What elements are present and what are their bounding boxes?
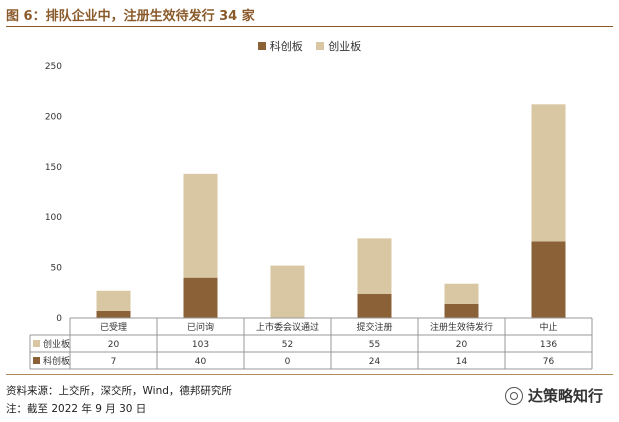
bar-kechuang-3: [357, 293, 392, 318]
watermark-text: 达策略知行: [527, 387, 603, 405]
bar-chuangye-5: [531, 104, 566, 242]
table-cell-value: 20: [456, 340, 468, 350]
table-cell-value: 136: [540, 340, 557, 350]
y-tick-label: 0: [56, 314, 62, 324]
table-cell-value: 55: [369, 340, 380, 350]
bar-chuangye-2: [270, 265, 305, 318]
note-text: 注：截至 2022 年 9 月 30 日: [6, 403, 147, 415]
watermark: 达策略知行: [504, 385, 603, 406]
category-label: 上市委会议通过: [256, 321, 319, 333]
bar-kechuang-1: [183, 277, 218, 318]
bar-chuangye-3: [357, 238, 392, 294]
bar-chuangye-0: [96, 290, 131, 311]
category-label: 提交注册: [356, 321, 392, 333]
footer-divider: [6, 374, 613, 375]
y-tick-label: 200: [45, 112, 62, 122]
table-cell-value: 0: [285, 357, 291, 367]
table-row-swatch: [33, 340, 40, 347]
category-label: 已受理: [100, 321, 127, 333]
table-cell-value: 40: [195, 357, 207, 367]
bar-kechuang-5: [531, 241, 566, 318]
category-label: 已问询: [187, 321, 214, 333]
wechat-icon: [504, 386, 523, 405]
chart-title: 图 6：排队企业中，注册生效待发行 34 家: [6, 9, 255, 24]
legend-item-chuangye: 创业板: [316, 38, 361, 54]
legend-swatch-chuangye: [316, 42, 325, 50]
table-cell-value: 52: [282, 340, 293, 350]
table-cell-value: 24: [369, 357, 381, 367]
table-row-swatch: [33, 357, 40, 364]
legend-swatch-kechuang: [257, 42, 266, 50]
table-cell-value: 20: [108, 340, 120, 350]
title-divider: [6, 26, 613, 27]
table-row-label: 创业板: [43, 338, 70, 350]
y-tick-label: 100: [45, 213, 62, 223]
table-cell-value: 7: [111, 357, 117, 367]
legend-label-kechuang: 科创板: [269, 40, 303, 53]
y-tick-label: 250: [45, 62, 62, 72]
bar-kechuang-0: [96, 310, 131, 318]
chart-legend: 科创板 创业板: [0, 38, 619, 54]
bar-chuangye-4: [444, 283, 479, 304]
table-cell-value: 103: [192, 340, 209, 350]
legend-item-kechuang: 科创板: [257, 38, 303, 54]
table-cell-value: 14: [456, 357, 468, 367]
bar-kechuang-4: [444, 303, 479, 318]
source-text: 资料来源：上交所，深交所，Wind，德邦研究所: [6, 385, 232, 397]
y-tick-label: 50: [51, 264, 63, 274]
legend-label-chuangye: 创业板: [328, 40, 362, 53]
bar-chuangye-1: [183, 173, 218, 278]
category-label: 注册生效待发行: [430, 321, 493, 333]
y-tick-label: 150: [45, 163, 62, 173]
category-label: 中止: [539, 321, 557, 333]
stacked-bar-chart: 050100150200250已受理 已问询 上市委会议通过 提交注册 注册生效待发行中…: [29, 62, 593, 370]
table-cell-value: 76: [543, 357, 555, 367]
table-row-label: 科创板: [43, 355, 70, 367]
